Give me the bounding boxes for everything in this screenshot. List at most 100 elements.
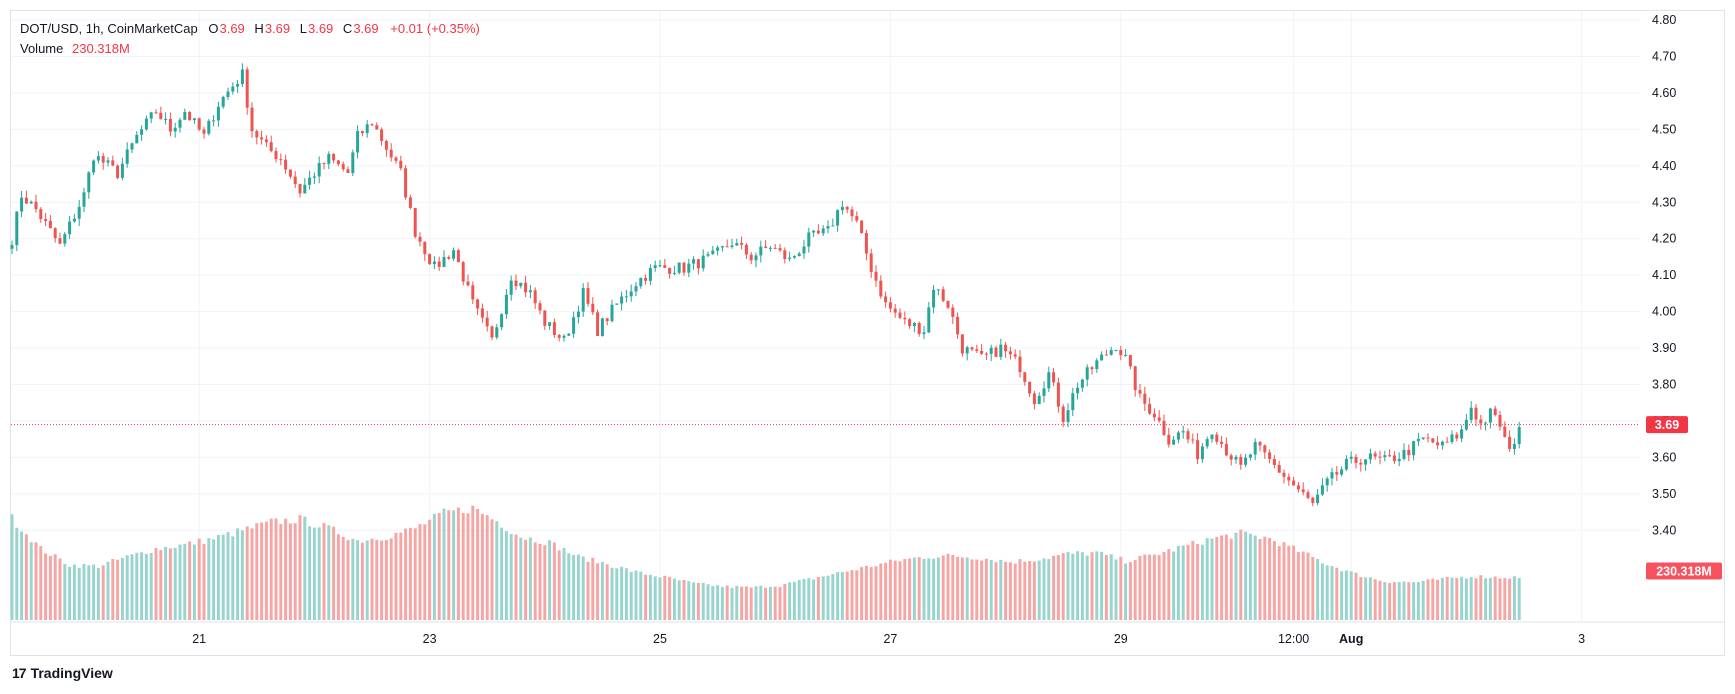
- symbol-label[interactable]: DOT/USD, 1h, CoinMarketCap: [20, 21, 198, 36]
- candle-body: [898, 312, 902, 318]
- volume-bar: [984, 558, 988, 620]
- candle-body: [605, 318, 609, 322]
- price-tick-label: 4.00: [1652, 305, 1676, 319]
- volume-bar: [644, 574, 648, 620]
- candle-body: [207, 120, 211, 134]
- candle-body: [140, 129, 144, 135]
- volume-bar: [48, 555, 52, 620]
- volume-bar: [552, 542, 556, 620]
- volume-bar: [188, 541, 192, 620]
- price-tick-label: 4.30: [1652, 195, 1676, 209]
- candle-body: [1397, 458, 1401, 462]
- candle-body: [1455, 434, 1459, 439]
- volume-bar: [840, 572, 844, 620]
- volume-bar: [87, 565, 91, 620]
- candle-body: [490, 326, 494, 338]
- candle-body: [408, 197, 412, 208]
- candle-body: [159, 112, 163, 120]
- candle-body: [500, 314, 504, 328]
- volume-bar: [927, 558, 931, 620]
- volume-bar: [274, 518, 278, 620]
- volume-bar: [1272, 541, 1276, 620]
- candle-body: [1071, 393, 1075, 411]
- candle-body: [884, 296, 888, 303]
- candle-body: [48, 220, 52, 229]
- volume-bar: [72, 564, 76, 620]
- candle-body: [96, 156, 100, 161]
- candle-body: [807, 232, 811, 247]
- volume-bar: [999, 559, 1003, 620]
- candle-body: [610, 304, 614, 322]
- volume-bar: [965, 557, 969, 620]
- candle-body: [240, 69, 244, 85]
- volume-bar: [1229, 538, 1233, 620]
- candle-body: [687, 263, 691, 273]
- volume-bar: [356, 540, 360, 620]
- candle-body: [1354, 456, 1358, 463]
- candle-body: [1090, 367, 1094, 370]
- volume-bar: [620, 566, 624, 620]
- candle-body: [1469, 407, 1473, 420]
- candle-body: [740, 243, 744, 245]
- candle-body: [399, 160, 403, 169]
- candle-body: [759, 246, 763, 256]
- time-tick-label: 29: [1114, 632, 1128, 646]
- candle-body: [173, 127, 177, 132]
- volume-bar: [960, 557, 964, 620]
- volume-bar: [802, 578, 806, 620]
- volume-bar: [490, 519, 494, 620]
- volume-bar: [39, 546, 43, 620]
- volume-bar: [1316, 558, 1320, 620]
- price-tick-label: 3.60: [1652, 450, 1676, 464]
- tradingview-brand: TradingView: [30, 665, 113, 681]
- candle-body: [663, 265, 667, 268]
- volume-bar: [720, 586, 724, 620]
- volume-bar: [658, 577, 662, 620]
- volume-bar: [562, 548, 566, 620]
- volume-bar: [408, 527, 412, 620]
- candle-body: [778, 248, 782, 251]
- volume-bar: [101, 565, 105, 620]
- candle-body: [447, 257, 451, 259]
- volume-bar: [442, 508, 446, 620]
- candle-body: [735, 243, 739, 246]
- volume-bar: [538, 543, 542, 620]
- candle-body: [538, 303, 542, 311]
- volume-bar: [1517, 578, 1521, 620]
- volume-bar: [696, 582, 700, 620]
- candle-body: [994, 347, 998, 357]
- volume-bar: [951, 555, 955, 620]
- candle-body: [212, 120, 216, 122]
- candle-body: [332, 153, 336, 161]
- candle-body: [528, 290, 532, 293]
- volume-bar: [816, 577, 820, 620]
- candle-body: [1253, 441, 1257, 455]
- volume-bar: [1378, 580, 1382, 620]
- volume-bar: [413, 528, 417, 620]
- candle-body: [768, 247, 772, 249]
- candle-body: [1133, 366, 1137, 391]
- candle-body: [956, 316, 960, 335]
- volume-bar: [504, 531, 508, 620]
- candle-body: [764, 246, 768, 248]
- candle-body: [1268, 452, 1272, 459]
- tradingview-logo[interactable]: 17 TradingView: [12, 665, 113, 681]
- volume-bar: [1032, 561, 1036, 620]
- candle-body: [1128, 355, 1132, 367]
- volume-bar: [1474, 578, 1478, 620]
- price-axis[interactable]: 4.80 4.70 4.60 4.50 4.40 4.30 4.20 4.10 4.00 3.90…: [1652, 13, 1676, 537]
- volume-bar: [178, 544, 182, 620]
- volume-label[interactable]: Volume: [20, 41, 64, 56]
- volume-bar: [1445, 576, 1449, 620]
- volume-bar: [1431, 578, 1435, 620]
- candle-body: [423, 241, 427, 255]
- candle-body: [293, 176, 297, 185]
- low-label: L: [299, 21, 307, 36]
- volume-bar: [1287, 545, 1291, 620]
- candle-body: [720, 246, 724, 248]
- candle-body: [1344, 458, 1348, 470]
- candle-body: [936, 289, 940, 291]
- candle-body: [792, 256, 796, 258]
